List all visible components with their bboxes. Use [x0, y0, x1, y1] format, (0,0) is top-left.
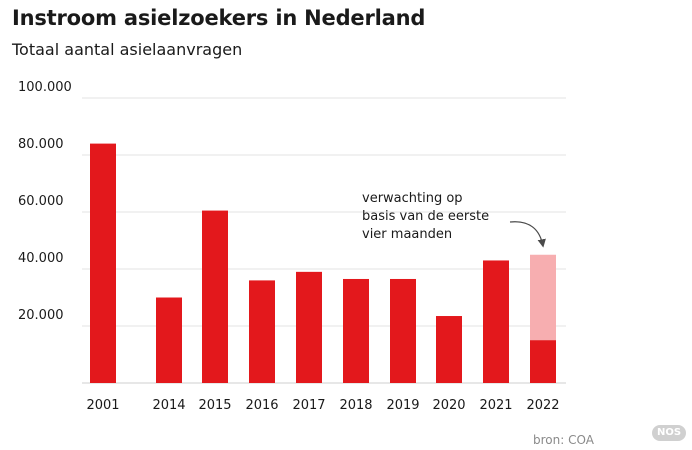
annotation: verwachting op basis van de eerste vier ma…: [362, 191, 546, 248]
bar-2021: [483, 260, 509, 383]
bar-2014: [156, 297, 182, 383]
chart-title: Instroom asielzoekers in Nederland: [12, 6, 426, 30]
y-tick-label: 80.000: [18, 137, 64, 152]
bar-2019: [390, 278, 416, 383]
x-tick-label: 2015: [198, 398, 231, 413]
annotation-arrow: [509, 221, 546, 248]
bar-2018: [343, 278, 369, 383]
y-tick-label: 100.000: [18, 80, 72, 95]
y-tick-label: 60.000: [18, 194, 64, 209]
x-tick-label: 2014: [152, 398, 185, 413]
bar-2017: [296, 271, 322, 383]
y-tick-label: 20.000: [18, 308, 64, 323]
bar-2020: [436, 316, 462, 383]
bar-2016: [249, 280, 275, 383]
annotation-line: verwachting op: [362, 191, 463, 206]
annotation-line: vier maanden: [362, 227, 452, 242]
x-tick-label: 2022: [526, 398, 559, 413]
x-tick-label: 2001: [86, 398, 119, 413]
bar-2015: [202, 210, 228, 383]
chart-subtitle: Totaal aantal asielaanvragen: [12, 40, 243, 59]
x-tick-label: 2020: [432, 398, 465, 413]
x-tick-label: 2019: [386, 398, 419, 413]
x-axis-ticks: 2001 2014 2015 2016 2017 2018 2019 2020 2021 2022: [86, 398, 559, 413]
x-tick-label: 2021: [479, 398, 512, 413]
bars: [90, 143, 556, 383]
annotation-line: basis van de eerste: [362, 209, 489, 224]
source-label: bron: COA: [533, 433, 594, 447]
x-tick-label: 2017: [292, 398, 325, 413]
y-tick-label: 40.000: [18, 251, 64, 266]
x-tick-label: 2018: [339, 398, 372, 413]
nos-badge: NOS: [652, 425, 686, 441]
x-tick-label: 2016: [245, 398, 278, 413]
bar-2022: [530, 340, 556, 383]
bar-2001: [90, 143, 116, 383]
y-axis-ticks: 20.000 40.000 60.000 80.000 100.000: [18, 80, 72, 323]
